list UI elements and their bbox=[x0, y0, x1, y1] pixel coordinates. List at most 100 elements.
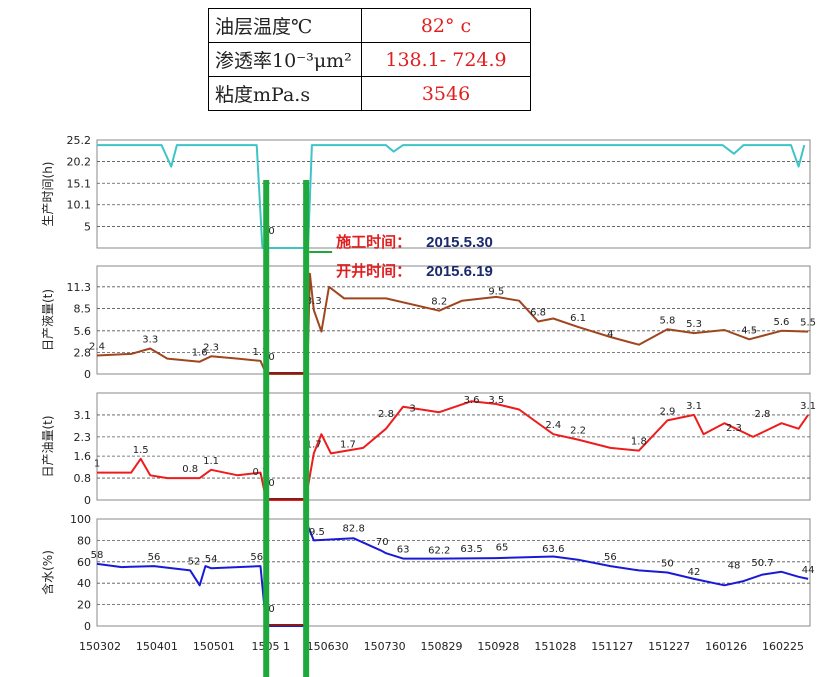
data-label: 70 bbox=[376, 537, 389, 548]
y-tick-label: 2.8 bbox=[74, 346, 92, 359]
plot-area bbox=[96, 139, 811, 249]
param-value: 138.1- 724.9 bbox=[361, 42, 531, 77]
data-label: 2.8 bbox=[755, 409, 771, 420]
data-label: 65 bbox=[496, 542, 509, 553]
y-axis-label: 日产液量(t) bbox=[40, 289, 55, 351]
data-label: 2.9 bbox=[659, 406, 675, 417]
x-tick-label: 150928 bbox=[477, 640, 519, 653]
y-axis-label: 含水(%) bbox=[40, 550, 55, 595]
data-label: 56 bbox=[604, 552, 617, 563]
param-label: 油层温度℃ bbox=[208, 8, 362, 43]
data-label: 3.5 bbox=[488, 395, 504, 406]
event-marker-line bbox=[303, 180, 310, 677]
data-label: 0 bbox=[268, 478, 274, 489]
param-value: 82° c bbox=[361, 8, 531, 43]
x-tick-label: 150730 bbox=[364, 640, 406, 653]
data-label: 48 bbox=[728, 561, 741, 572]
x-tick-label: 150501 bbox=[193, 640, 235, 653]
data-label: 62.2 bbox=[428, 545, 450, 556]
data-label: 2.8 bbox=[378, 409, 394, 420]
data-label: 0 bbox=[268, 226, 274, 237]
data-label: 54 bbox=[205, 554, 218, 565]
y-tick-label: 2.3 bbox=[74, 431, 92, 444]
reservoir-parameter-table: 油层温度℃ 82° c 渗透率10⁻³μm² 138.1- 724.9 粘度mP… bbox=[208, 8, 531, 111]
data-label: 2.3 bbox=[726, 423, 742, 434]
x-tick-label: 150630 bbox=[307, 640, 349, 653]
series-line-liquid bbox=[96, 272, 809, 375]
data-label: 56 bbox=[148, 552, 161, 563]
data-label: 1.7 bbox=[340, 439, 356, 450]
y-tick-label: 11.3 bbox=[67, 281, 92, 294]
data-label: 0.7 bbox=[253, 467, 269, 478]
panel-water: 0 20 40 60 80 100 含水(%) 58 56 52 54 56 0 79.5 82.8 70 63… bbox=[40, 513, 814, 633]
y-tick-label: 40 bbox=[77, 577, 91, 590]
data-label: 56 bbox=[250, 552, 263, 563]
y-tick-label: 1.6 bbox=[74, 450, 92, 463]
x-tick-label: 160126 bbox=[705, 640, 747, 653]
data-label: 5.8 bbox=[659, 315, 675, 326]
data-label: 1.7 bbox=[253, 347, 269, 358]
data-label: 2.4 bbox=[545, 420, 561, 431]
data-label: 3.6 bbox=[464, 395, 480, 406]
data-label: 63.6 bbox=[542, 544, 564, 555]
data-label: 0.8 bbox=[182, 464, 198, 475]
y-tick-label: 15.1 bbox=[67, 177, 92, 190]
data-label: 1.1 bbox=[203, 456, 219, 467]
construction-time-value: 2015.5.30 bbox=[426, 234, 493, 251]
data-label: 44 bbox=[802, 565, 815, 576]
open-time-value: 2015.6.19 bbox=[426, 263, 493, 280]
y-tick-label: 0 bbox=[84, 620, 91, 633]
x-tick-label: 1505 1 bbox=[252, 640, 291, 653]
x-tick-label: 160225 bbox=[762, 640, 804, 653]
y-tick-label: 8.5 bbox=[74, 302, 92, 315]
data-label: 52 bbox=[188, 556, 201, 567]
y-tick-label: 10.1 bbox=[67, 199, 92, 212]
y-tick-label: 20 bbox=[77, 599, 91, 612]
series-line-hours bbox=[97, 144, 806, 249]
data-label: 5.5 bbox=[800, 318, 816, 329]
data-label: 2.2 bbox=[570, 426, 586, 437]
data-label: 79.5 bbox=[303, 527, 325, 538]
table-row: 油层温度℃ 82° c bbox=[208, 8, 531, 43]
data-label: 3.1 bbox=[800, 401, 816, 412]
series-line-oil bbox=[97, 400, 809, 501]
data-label: 3.1 bbox=[686, 401, 702, 412]
x-tick-label: 151127 bbox=[591, 640, 633, 653]
data-label: 1 bbox=[94, 459, 100, 470]
x-tick-label: 151028 bbox=[534, 640, 576, 653]
data-label: 63 bbox=[397, 545, 410, 556]
data-label: 63.5 bbox=[460, 544, 482, 555]
data-label: 8.3 bbox=[306, 296, 322, 307]
data-label: 5.3 bbox=[686, 319, 702, 330]
data-label: 42 bbox=[688, 567, 701, 578]
y-tick-label: 25.2 bbox=[67, 134, 92, 147]
data-label: 50.7 bbox=[751, 558, 773, 569]
plot-area bbox=[96, 392, 811, 501]
data-label: 5.6 bbox=[774, 317, 790, 328]
y-tick-label: 5 bbox=[84, 221, 91, 234]
data-label: 8.2 bbox=[431, 297, 447, 308]
data-label: 9.5 bbox=[488, 287, 504, 298]
y-tick-label: 80 bbox=[77, 534, 91, 547]
data-label: 82.8 bbox=[343, 523, 365, 534]
y-tick-label: 0 bbox=[84, 368, 91, 381]
data-label: 1.5 bbox=[133, 445, 149, 456]
y-tick-label: 0.8 bbox=[74, 472, 92, 485]
data-label: 50 bbox=[661, 559, 674, 570]
y-tick-label: 20.2 bbox=[67, 155, 92, 168]
data-label: 4.5 bbox=[741, 325, 757, 336]
construction-time-label: 施工时间： bbox=[336, 233, 411, 251]
y-tick-label: 60 bbox=[77, 556, 91, 569]
open-time-label: 开井时间： bbox=[336, 262, 411, 280]
x-tick-label: 150401 bbox=[136, 640, 178, 653]
x-tick-label: 150302 bbox=[79, 640, 121, 653]
data-label: 2.3 bbox=[203, 342, 219, 353]
data-label: 3.3 bbox=[142, 335, 158, 346]
event-marker-line bbox=[263, 180, 270, 677]
x-tick-label: 151227 bbox=[648, 640, 690, 653]
data-label: 4 bbox=[607, 329, 613, 340]
y-tick-label: 0 bbox=[84, 494, 91, 507]
y-axis-label: 生产时间(h) bbox=[41, 162, 55, 227]
